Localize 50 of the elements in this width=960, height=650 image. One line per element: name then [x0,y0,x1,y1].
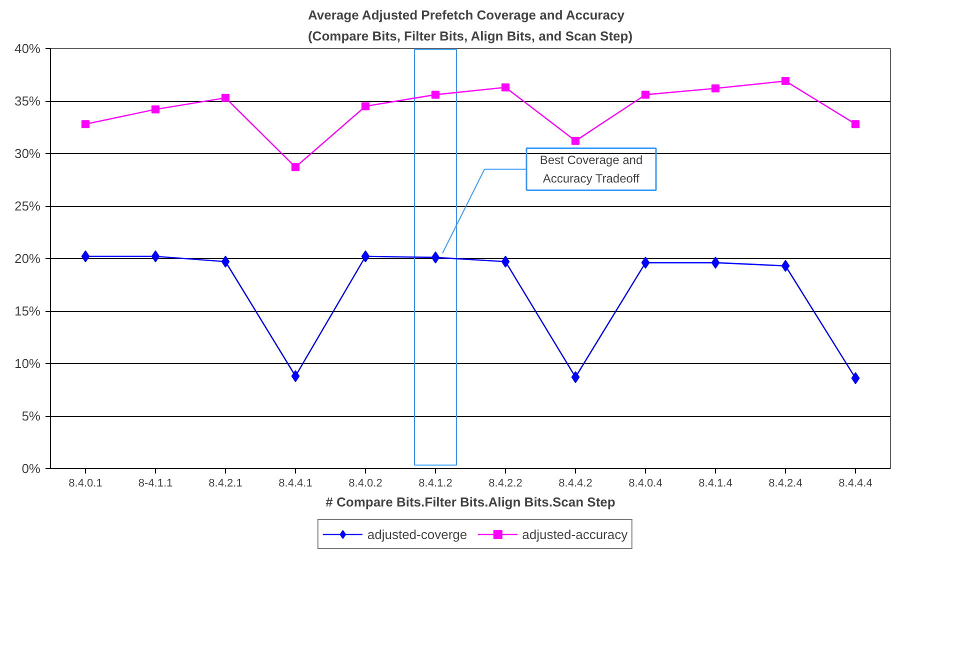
y-tick-label: 25% [14,198,41,214]
x-axis-title: # Compare Bits.Filter Bits.Align Bits.Scan Step [326,494,616,510]
y-tick-label: 35% [14,94,41,108]
x-tick-label: 8.4.2.2 [488,478,522,490]
point [781,260,790,272]
point [572,136,580,145]
point [222,94,230,102]
point [221,256,230,268]
x-tick-label: 8.4.1.4 [698,478,732,490]
point [782,77,790,86]
x-tick-label: 8-4.1.1 [138,478,173,490]
legend-label: adjusted-coverge [367,526,468,542]
point [571,371,580,384]
y-tick-label: 15% [14,304,41,318]
chart-title: Average Adjusted Prefetch Coverage and Accuracy (Compare Bits, Filter Bits, Align Bits, and Scan Step) [308,8,633,44]
point [432,90,440,99]
x-tick-label: 8.4.2.1 [208,478,242,490]
y-tick-label: 10% [14,356,41,371]
point [851,372,860,384]
point [292,163,300,172]
point [501,256,510,268]
x-tick-label: 8.4.0.1 [68,478,102,490]
point [361,250,370,262]
y-tick-label: 20% [14,251,41,266]
point [642,90,650,99]
x-tick-label: 8.4.4.1 [278,478,312,490]
x-tick-label: 8.4.1.2 [418,478,452,490]
point [152,105,160,114]
y-tick-label: 5% [22,408,41,424]
annotation: Best Coverage and Accuracy Tradeoff [540,153,643,186]
point [431,251,440,264]
x-tick-label: 8.4.4.4 [838,478,872,490]
point [82,120,90,128]
x-tick-label: 8.4.4.2 [558,478,592,490]
y-tick-label: 40% [14,41,41,56]
x-tick-label: 8.4.0.2 [348,478,382,490]
point [362,102,370,110]
point [502,83,510,92]
point [641,256,650,269]
y-tick-label: 30% [14,146,41,161]
point [81,250,90,262]
point [151,250,160,262]
point [711,256,720,269]
point [291,370,300,382]
y-tick-label: 0% [22,461,41,476]
x-tick-label: 8.4.0.4 [628,478,662,490]
legend-label: adjusted-accuracy [522,526,628,542]
x-tick-label: 8.4.2.4 [768,478,802,490]
point [712,84,720,92]
point [852,120,860,128]
